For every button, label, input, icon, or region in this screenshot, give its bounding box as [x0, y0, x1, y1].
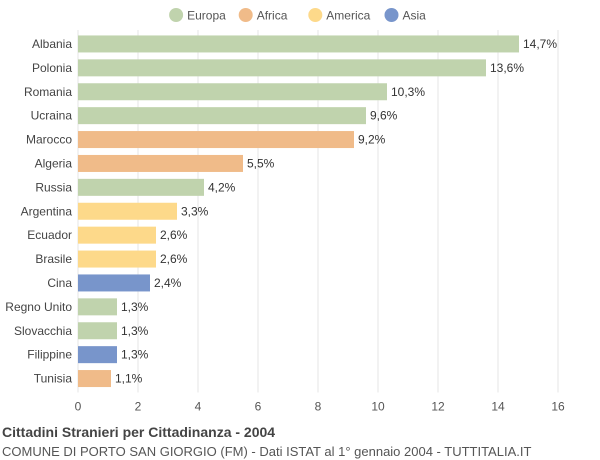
- data-label: 2,6%: [160, 252, 188, 266]
- category-label: Brasile: [35, 252, 72, 266]
- bar: [78, 322, 117, 340]
- x-tick-label: 10: [371, 400, 385, 414]
- bar: [78, 274, 150, 292]
- category-label: Slovacchia: [14, 324, 72, 338]
- x-tick-label: 8: [315, 400, 322, 414]
- data-label: 1,3%: [121, 300, 149, 314]
- category-label: Marocco: [26, 133, 72, 147]
- bar: [78, 83, 387, 101]
- category-label: Ucraina: [31, 109, 73, 123]
- bar: [78, 107, 366, 125]
- data-label: 2,6%: [160, 228, 188, 242]
- x-tick-label: 16: [551, 400, 565, 414]
- legend-label: Europa: [187, 9, 226, 23]
- category-label: Regno Unito: [5, 300, 72, 314]
- data-label: 1,1%: [115, 372, 143, 386]
- data-label: 10,3%: [391, 85, 425, 99]
- category-label: Cina: [47, 276, 72, 290]
- data-label: 14,7%: [523, 37, 557, 51]
- x-tick-label: 14: [491, 400, 505, 414]
- legend-swatch: [238, 8, 253, 22]
- legend-swatch: [308, 8, 323, 22]
- category-label: Polonia: [32, 61, 72, 75]
- data-label: 9,2%: [358, 133, 386, 147]
- category-label: Filippine: [27, 348, 72, 362]
- bar: [78, 35, 519, 53]
- bar: [78, 346, 117, 364]
- data-label: 1,3%: [121, 348, 149, 362]
- bar: [78, 131, 354, 149]
- bar: [78, 370, 111, 388]
- bar: [78, 250, 156, 268]
- x-tick-label: 0: [75, 400, 82, 414]
- bar: [78, 226, 156, 244]
- legend-swatch: [384, 8, 399, 22]
- data-label: 5,5%: [247, 156, 275, 170]
- legend-label: Asia: [403, 9, 427, 23]
- bar: [78, 178, 204, 196]
- category-label: Russia: [35, 180, 72, 194]
- legend-label: America: [326, 9, 370, 23]
- data-label: 13,6%: [490, 61, 524, 75]
- data-label: 9,6%: [370, 109, 398, 123]
- legend: Europa Africa America Asia: [169, 8, 426, 23]
- bar: [78, 59, 486, 77]
- data-label: 3,3%: [181, 204, 209, 218]
- chart-subtitle: COMUNE DI PORTO SAN GIORGIO (FM) - Dati …: [2, 444, 532, 459]
- x-axis: 0 2 4 6 8 10 12 14 16: [75, 400, 565, 414]
- x-tick-label: 4: [195, 400, 202, 414]
- data-label: 4,2%: [208, 180, 236, 194]
- data-label: 1,3%: [121, 324, 149, 338]
- x-tick-label: 2: [135, 400, 142, 414]
- legend-swatch: [169, 8, 184, 22]
- bar: [78, 154, 243, 172]
- category-label: Algeria: [35, 156, 73, 170]
- data-label: 2,4%: [154, 276, 182, 290]
- category-label: Romania: [24, 85, 72, 99]
- x-tick-label: 6: [255, 400, 262, 414]
- bar: [78, 202, 177, 220]
- bars: Albania 14,7% Polonia 13,6% Romania 10,3% Ucra…: [5, 35, 557, 388]
- x-tick-label: 12: [431, 400, 445, 414]
- category-label: Ecuador: [27, 228, 72, 242]
- bar: [78, 298, 117, 316]
- legend-label: Africa: [257, 9, 288, 23]
- bar-chart: Europa Africa America Asia Albania 14,7% Polo…: [5, 8, 565, 414]
- category-label: Argentina: [21, 204, 73, 218]
- category-label: Tunisia: [34, 372, 73, 386]
- chart-title: Cittadini Stranieri per Cittadinanza - 2…: [2, 424, 276, 440]
- category-label: Albania: [32, 37, 72, 51]
